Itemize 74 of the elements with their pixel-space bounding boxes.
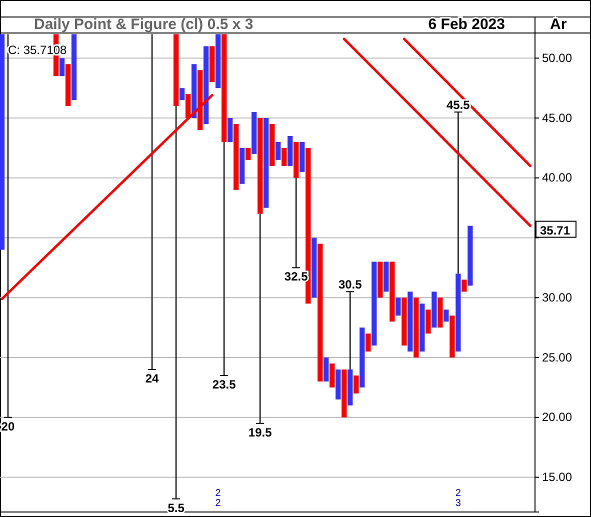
bar bbox=[282, 148, 287, 166]
bar bbox=[408, 292, 413, 352]
bar bbox=[192, 64, 197, 118]
bar bbox=[0, 34, 5, 250]
bar bbox=[228, 118, 233, 142]
bar bbox=[318, 244, 323, 382]
annotation: 2 bbox=[215, 498, 222, 509]
bar bbox=[210, 46, 215, 82]
annotation: 5.5 bbox=[168, 500, 185, 515]
annotation: 24 bbox=[145, 371, 160, 386]
bar bbox=[65, 64, 71, 106]
bar bbox=[252, 112, 257, 154]
bar bbox=[312, 238, 317, 298]
bar bbox=[444, 310, 449, 322]
bar bbox=[222, 34, 227, 142]
bar bbox=[270, 124, 275, 166]
bar bbox=[372, 262, 377, 346]
bar bbox=[330, 364, 335, 388]
bar bbox=[420, 304, 425, 352]
bar bbox=[234, 124, 239, 190]
y-tick-label: 15.00 bbox=[542, 470, 572, 484]
bar bbox=[360, 328, 365, 388]
bar bbox=[414, 298, 419, 358]
bar bbox=[468, 226, 473, 286]
bar bbox=[438, 298, 443, 328]
bar bbox=[396, 298, 401, 316]
bar bbox=[402, 298, 407, 346]
bar bbox=[336, 369, 341, 400]
bar bbox=[462, 280, 467, 292]
y-tick-label: 40.00 bbox=[542, 170, 572, 185]
annotation: 2 bbox=[215, 488, 222, 499]
bar bbox=[378, 262, 383, 298]
text: Ar bbox=[550, 16, 567, 33]
annotation: 30.5 bbox=[338, 278, 362, 292]
bar bbox=[456, 274, 461, 352]
bar bbox=[384, 262, 389, 292]
y-tick-label: 25.00 bbox=[542, 350, 572, 364]
chart-subtitle: Daily Point & Figure (cl) 0.5 x 3 bbox=[34, 16, 254, 33]
bar bbox=[59, 58, 65, 76]
annotation: 35.71 bbox=[540, 223, 570, 238]
bar bbox=[390, 262, 395, 322]
bar bbox=[240, 148, 245, 184]
bar bbox=[306, 148, 311, 304]
bar bbox=[294, 142, 299, 178]
bar bbox=[204, 46, 209, 124]
y-tick-label: 30.00 bbox=[542, 290, 572, 304]
annotation: 19.5 bbox=[248, 425, 272, 440]
bar bbox=[348, 369, 353, 406]
bar bbox=[180, 88, 185, 100]
bar bbox=[174, 34, 179, 106]
y-tick-label: 50.00 bbox=[542, 50, 572, 65]
bar bbox=[264, 118, 269, 208]
bar bbox=[324, 358, 329, 382]
y-tick-label: 45.00 bbox=[542, 110, 572, 125]
bar bbox=[288, 136, 293, 166]
annotation: 23.5 bbox=[212, 377, 236, 392]
bar bbox=[276, 142, 281, 160]
annotation: 6 Feb 2023 bbox=[428, 16, 505, 33]
bar bbox=[246, 148, 251, 160]
annotation: 3 bbox=[455, 498, 462, 509]
bar bbox=[71, 34, 77, 100]
bar bbox=[366, 334, 371, 352]
bar bbox=[426, 310, 431, 334]
bar bbox=[300, 142, 305, 172]
bar bbox=[450, 316, 455, 358]
bar bbox=[432, 292, 437, 328]
bar bbox=[216, 34, 221, 88]
bar bbox=[258, 118, 263, 214]
annotation: 45.5 bbox=[446, 98, 470, 112]
bar bbox=[354, 375, 359, 394]
y-tick-label: 20.00 bbox=[542, 410, 572, 424]
bar bbox=[342, 369, 347, 418]
annotation: 2 bbox=[455, 488, 462, 499]
annotation: 20 bbox=[1, 419, 15, 434]
